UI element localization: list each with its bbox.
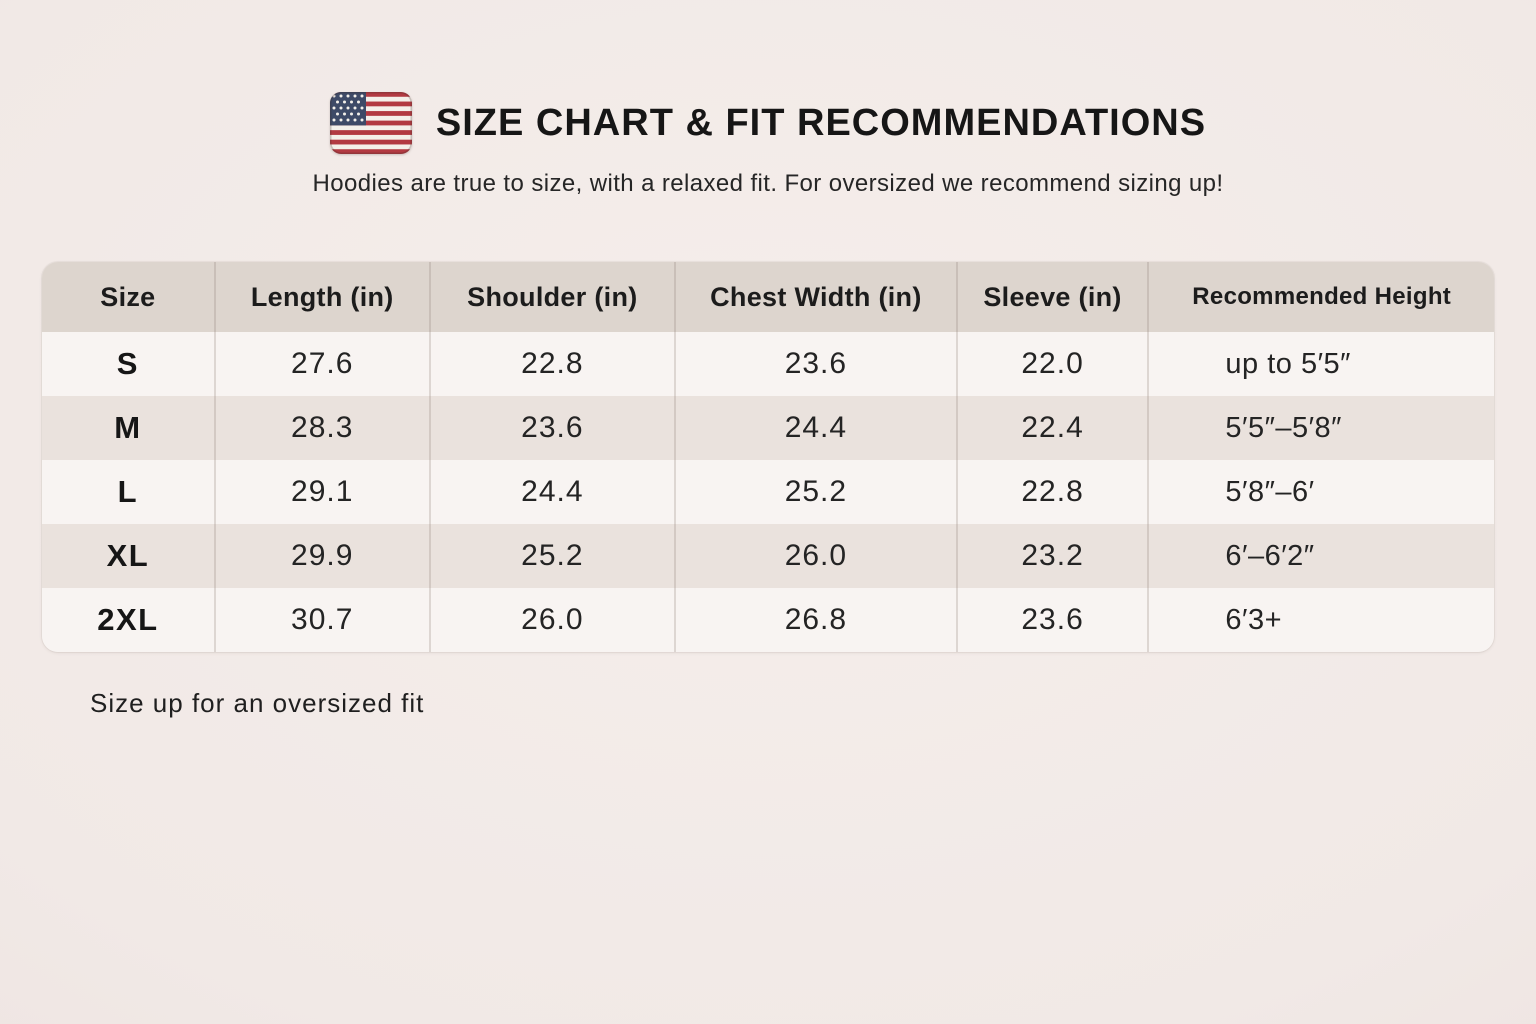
us-flag-icon [329,92,412,154]
cell-sleeve: 22.8 [956,460,1150,524]
cell-chest-width: 26.8 [675,588,958,652]
cell-recommended-height: 6′–6′2″ [1148,524,1494,588]
cell-sleeve: 23.2 [956,524,1150,588]
cell-length: 29.9 [214,524,431,588]
cell-chest-width: 23.6 [675,332,958,396]
cell-length: 30.7 [214,588,431,652]
table-row-s: S 27.6 22.8 23.6 22.0 up to 5′5″ [42,332,1494,396]
cell-chest-width: 25.2 [675,460,958,524]
cell-recommended-height: 5′8″–6′ [1148,460,1494,524]
cell-shoulder: 22.8 [429,332,677,396]
table-header-row: Size Length (in) Shoulder (in) Chest Wid… [42,262,1494,332]
page-title: SIZE CHART & FIT RECOMMENDATIONS [435,101,1207,144]
table-row-2xl: 2XL 30.7 26.0 26.8 23.6 6′3+ [42,588,1494,652]
cell-chest-width: 24.4 [675,396,958,460]
cell-recommended-height: 5′5″–5′8″ [1148,396,1494,460]
cell-shoulder: 25.2 [429,524,677,588]
cell-length: 29.1 [214,460,431,524]
cell-length: 27.6 [214,332,431,396]
subtitle: Hoodies are true to size, with a relaxed… [312,170,1224,197]
table-row-m: M 28.3 23.6 24.4 22.4 5′5″–5′8″ [42,396,1494,460]
table-row-l: L 29.1 24.4 25.2 22.8 5′8″–6′ [42,460,1494,524]
cell-size: S [42,332,216,396]
cell-recommended-height: up to 5′5″ [1148,332,1494,396]
cell-length: 28.3 [214,396,431,460]
cell-recommended-height: 6′3+ [1148,588,1494,652]
table-row-xl: XL 29.9 25.2 26.0 23.2 6′–6′2″ [42,524,1494,588]
cell-shoulder: 24.4 [429,460,677,524]
cell-shoulder: 26.0 [429,588,677,652]
col-header-sleeve: Sleeve (in) [956,262,1150,332]
col-header-recommended-height: Recommended Height [1148,262,1494,332]
size-table: Size Length (in) Shoulder (in) Chest Wid… [42,262,1494,652]
col-header-length: Length (in) [214,262,431,332]
cell-chest-width: 26.0 [675,524,958,588]
cell-sleeve: 22.4 [956,396,1150,460]
cell-sleeve: 23.6 [956,588,1150,652]
cell-size: L [42,460,216,524]
cell-size: XL [42,524,216,588]
cell-size: 2XL [42,588,216,652]
title-row: SIZE CHART & FIT RECOMMENDATIONS [0,92,1536,154]
cell-sleeve: 22.0 [956,332,1150,396]
oversized-note: Size up for an oversized fit [90,688,425,718]
cell-shoulder: 23.6 [429,396,677,460]
col-header-shoulder: Shoulder (in) [429,262,677,332]
cell-size: M [42,396,216,460]
size-table-grid: Size Length (in) Shoulder (in) Chest Wid… [42,262,1494,652]
col-header-chest-width: Chest Width (in) [675,262,958,332]
col-header-size: Size [42,262,216,332]
